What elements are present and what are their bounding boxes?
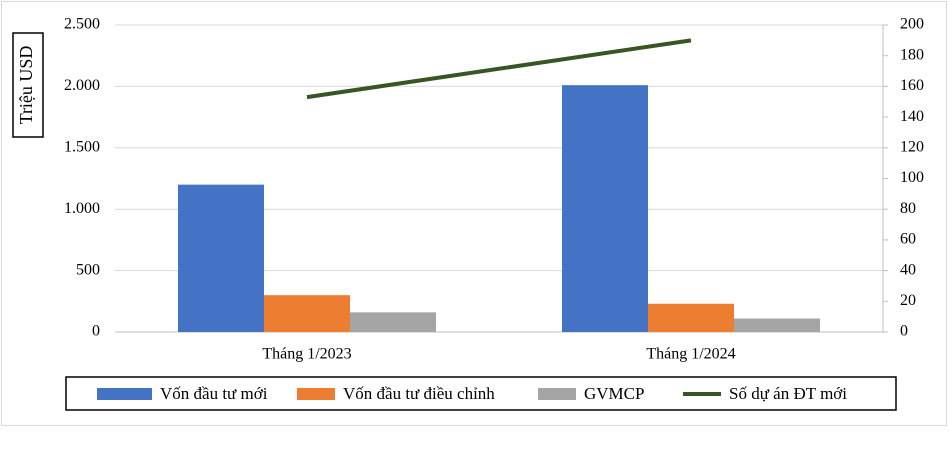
legend-label: Số dự án ĐT mới [729,384,847,403]
line [306,38,692,100]
y-tick-label: 2.000 [64,77,100,94]
legend-marker [538,388,576,400]
bar [350,312,436,332]
y2-tick-label: 100 [900,169,924,186]
y2-tick-label: 0 [900,323,908,340]
y2-tick-label: 160 [900,77,924,94]
y2-tick-label: 200 [900,16,924,33]
bar [734,318,820,332]
y2-tick-label: 180 [900,46,924,63]
bar [178,184,264,332]
y2-tick-label: 80 [900,200,916,217]
bar [562,85,648,332]
legend-label: Vốn đầu tư điều chỉnh [343,384,495,403]
y2-tick-label: 140 [900,108,924,125]
y-tick-label: 500 [76,261,100,278]
y-tick-label: 2.500 [64,16,100,33]
y2-tick-label: 60 [900,231,916,248]
y-axis-title: Triệu USD [16,46,36,125]
x-tick-label: Tháng 1/2024 [646,346,735,363]
y-tick-label: 1.500 [64,138,100,155]
legend-box [65,376,897,411]
y2-tick-label: 40 [900,261,916,278]
y-tick-label: 1.000 [64,200,100,217]
y-tick-label: 0 [92,323,100,340]
y2-tick-label: 120 [900,138,924,155]
axis-title-box [12,32,44,138]
bar [648,303,734,332]
chart-border [1,1,947,426]
legend-marker [297,388,335,400]
legend-label: GVMCP [584,384,644,403]
x-tick-label: Tháng 1/2023 [262,346,351,363]
y2-tick-label: 20 [900,292,916,309]
bar [264,295,350,332]
legend-marker [97,388,152,400]
legend-label: Vốn đầu tư mới [160,384,268,403]
